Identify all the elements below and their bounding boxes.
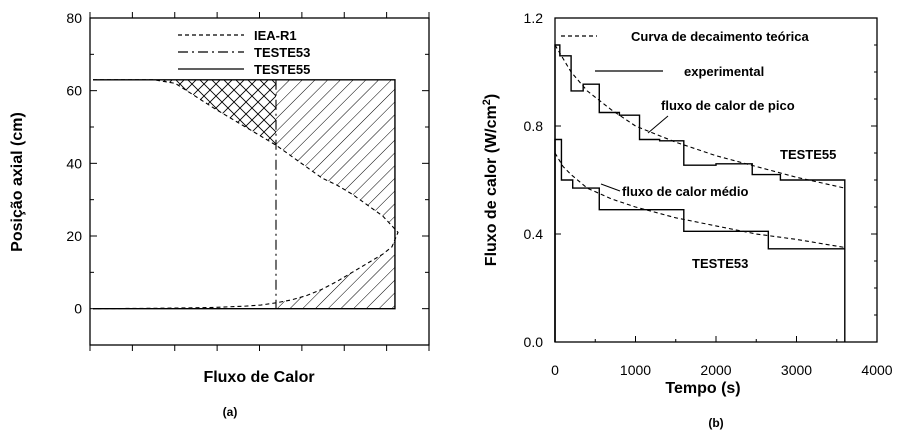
chart-b-ylabel: Fluxo de calor (W/cm2) (481, 94, 500, 266)
chart-b-legend-label: Curva de decaimento teórica (631, 29, 809, 44)
chart-b-ytick-label: 1.2 (524, 10, 544, 26)
chart-a-ytick-label: 40 (66, 155, 82, 171)
chart-a-region-diagonal (276, 79, 398, 309)
chart-b-ytick-label: 0.8 (524, 118, 544, 134)
chart-a-legend-label: TESTE55 (254, 62, 310, 77)
chart-b-legend: Curva de decaimento teórica experimental (561, 29, 809, 79)
chart-b-xtick-label: 4000 (861, 362, 892, 378)
chart-a-panel-label: (a) (223, 405, 238, 419)
chart-b-xtick-label: 3000 (781, 362, 812, 378)
chart-a-ytick-label: 80 (66, 10, 82, 26)
chart-a-ticks: 0 20 40 60 80 (66, 10, 430, 351)
chart-b-xlabel: Tempo (s) (665, 380, 740, 397)
chart-b-xtick-label: 1000 (620, 362, 651, 378)
chart-b-ytick-label: 0.4 (524, 226, 544, 242)
chart-b-ticks: 0 1000 2000 3000 4000 0.0 0.4 0.8 1.2 (524, 10, 893, 378)
chart-a-ytick-label: 20 (66, 228, 82, 244)
chart-a-legend: IEA-R1 TESTE53 TESTE55 (178, 28, 310, 77)
chart-b-xtick-label: 2000 (700, 362, 731, 378)
chart-b: 0 1000 2000 3000 4000 0.0 0.4 0.8 1.2 Curva de d… (481, 10, 893, 430)
chart-b-annotation: fluxo de calor de pico (661, 98, 795, 113)
chart-a-series (92, 79, 399, 310)
chart-a-ytick-label: 60 (66, 83, 82, 99)
chart-b-series (554, 152, 845, 249)
chart-b-ytick-label: 0.0 (524, 334, 544, 350)
chart-b-annotation-pointer (647, 115, 669, 134)
chart-a: 0 20 40 60 80 IEA-R1 TESTE53 TESTE55 Fluxo de … (9, 10, 430, 419)
chart-a-legend-label: IEA-R1 (254, 28, 297, 43)
chart-a-region-cross (93, 79, 276, 178)
chart-a-xlabel: Fluxo de Calor (203, 369, 314, 386)
chart-a-ylabel: Posição axial (cm) (9, 112, 26, 252)
chart-a-legend-label: TESTE53 (254, 45, 310, 60)
chart-b-legend-label: experimental (684, 64, 764, 79)
chart-a-series-iea-r1 (92, 79, 399, 310)
chart-a-ytick-label: 0 (74, 301, 82, 317)
chart-b-annotation: TESTE53 (692, 256, 748, 271)
chart-b-series (554, 138, 845, 342)
chart-b-annotation-pointer (600, 183, 621, 192)
chart-b-annotation: TESTE55 (780, 147, 836, 162)
chart-b-series (554, 44, 846, 342)
chart-a-hatch-regions (93, 79, 398, 309)
chart-a-series-teste55 (93, 79, 396, 310)
chart-b-panel-label: (b) (708, 416, 723, 430)
chart-b-annotations: fluxo de calor de pico fluxo de calor méd… (600, 98, 836, 271)
chart-b-annotation: fluxo de calor médio (622, 184, 748, 199)
chart-b-xtick-label: 0 (551, 362, 559, 378)
